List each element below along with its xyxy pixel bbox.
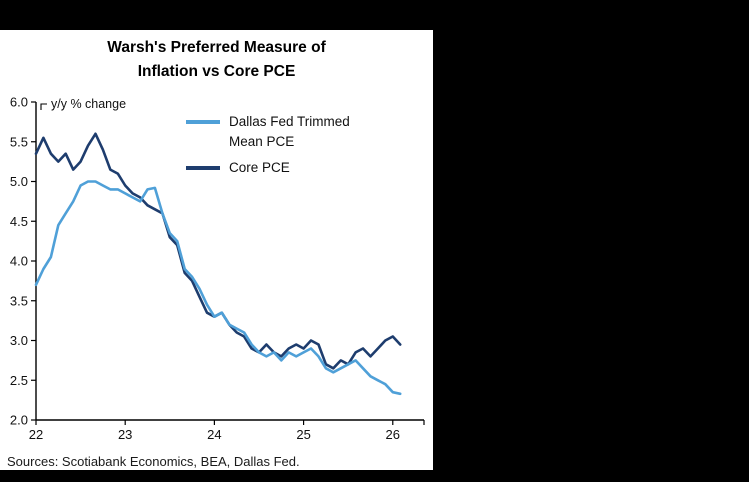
chart-panel: Warsh's Preferred Measure of Inflation v… xyxy=(0,30,433,470)
x-tick-label: 24 xyxy=(207,427,221,442)
line-chart: 6.0 5.5 5.0 4.5 4.0 3.5 3.0 2.5 2.022 23 24 25 26 y/y… xyxy=(10,95,425,442)
legend: Dallas Fed Trimmed Mean PCE Core PCE xyxy=(186,112,350,185)
y-tick-label: 2.5 xyxy=(10,373,28,388)
legend-swatch-core-pce xyxy=(186,166,220,170)
legend-label-core-pce: Core PCE xyxy=(229,160,290,176)
legend-label-trimmed-mean-line1: Dallas Fed Trimmed xyxy=(229,114,350,129)
y-tick-label: 4.0 xyxy=(10,254,28,269)
y-tick-label: 5.5 xyxy=(10,134,28,149)
legend-item-core-pce: Core PCE xyxy=(186,158,350,178)
legend-item-trimmed-mean: Dallas Fed Trimmed Mean PCE xyxy=(186,112,350,151)
legend-swatch-trimmed-mean xyxy=(186,120,220,124)
y-tick-label: 6.0 xyxy=(10,95,28,110)
y-axis-annotation: y/y % change xyxy=(51,97,126,111)
x-tick-label: 23 xyxy=(118,427,132,442)
series-line-0 xyxy=(34,180,402,396)
x-tick-label: 22 xyxy=(29,427,43,442)
legend-label-trimmed-mean-line2: Mean PCE xyxy=(229,133,295,149)
chart-title: Warsh's Preferred Measure of Inflation v… xyxy=(0,30,433,90)
y-tick-label: 5.0 xyxy=(10,174,28,189)
y-tick-label: 2.0 xyxy=(10,413,28,428)
y-tick-label: 4.5 xyxy=(10,214,28,229)
chart-title-line2: Inflation vs Core PCE xyxy=(137,63,296,81)
y-tick-label: 3.0 xyxy=(10,333,28,348)
annotation-corner-mark xyxy=(40,103,47,110)
x-tick-label: 26 xyxy=(386,427,400,442)
x-tick-label: 25 xyxy=(296,427,310,442)
chart-title-line1: Warsh's Preferred Measure of xyxy=(107,39,326,56)
y-tick-label: 3.5 xyxy=(10,293,28,308)
source-note: Sources: Scotiabank Economics, BEA, Dall… xyxy=(7,454,300,469)
plot-area: 6.0 5.5 5.0 4.5 4.0 3.5 3.0 2.5 2.0 22 23 24 25 26 y/y… xyxy=(0,90,433,450)
legend-label-trimmed-mean: Dallas Fed Trimmed Mean PCE xyxy=(229,112,350,151)
